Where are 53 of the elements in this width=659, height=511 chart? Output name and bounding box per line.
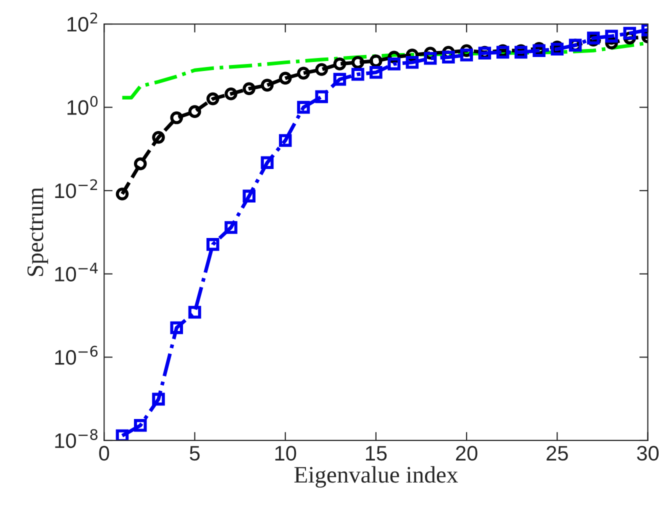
x-tick-label: 5	[190, 446, 200, 461]
point	[170, 111, 184, 124]
y-tick-label: 10$^{−2}$	[55, 179, 98, 198]
x-tick-label: 0	[99, 446, 110, 461]
point	[260, 78, 274, 92]
point	[315, 90, 328, 104]
point	[351, 68, 364, 81]
y-axis-title: Spectrum	[27, 187, 48, 276]
point	[315, 63, 328, 76]
y-tick-label: 10$^{0}$	[68, 96, 98, 115]
y-tick-label: 10$^{2}$	[68, 12, 98, 32]
point	[587, 32, 600, 44]
point	[116, 429, 129, 440]
x-axis-title: Eigenvalue index	[294, 466, 458, 488]
point	[206, 238, 220, 251]
point	[134, 419, 147, 432]
point	[242, 190, 256, 202]
point	[152, 130, 165, 144]
y-tick-label: 10$^{−4}$	[55, 262, 98, 282]
point	[116, 188, 129, 200]
x-tick-label: 30	[637, 446, 659, 461]
point	[460, 48, 473, 62]
point	[388, 58, 400, 70]
point	[134, 157, 147, 170]
point	[188, 306, 202, 319]
point	[351, 56, 364, 69]
point	[278, 134, 292, 147]
x-tick-label: 25	[546, 446, 568, 461]
x-tick-label: 15	[366, 446, 387, 461]
point	[242, 82, 256, 96]
point	[623, 26, 636, 40]
x-tick-label: 10	[275, 446, 296, 461]
point	[278, 72, 292, 85]
point	[333, 58, 346, 70]
point	[224, 88, 238, 100]
point	[442, 50, 455, 64]
x-tick-label: 20	[456, 446, 478, 461]
point	[224, 221, 238, 234]
point	[370, 54, 382, 68]
point	[297, 100, 310, 114]
point	[297, 66, 310, 80]
point	[406, 56, 419, 69]
point	[333, 72, 346, 86]
point	[605, 30, 618, 43]
y-tick-label: 10$^{−6}$	[55, 346, 98, 365]
point	[206, 92, 220, 106]
point	[370, 66, 382, 79]
point	[260, 156, 274, 170]
point	[188, 105, 202, 118]
point	[152, 392, 165, 406]
point	[424, 52, 437, 65]
y-tick-label: 10$^{−8}$	[55, 429, 98, 448]
point	[170, 321, 184, 334]
